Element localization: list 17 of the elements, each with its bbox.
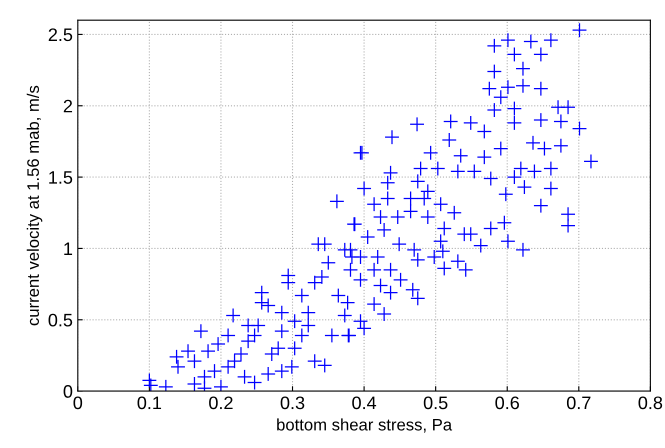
- x-axis-title: bottom shear stress, Pa: [277, 418, 452, 433]
- x-tick-label: 0.7: [566, 396, 590, 410]
- x-tick-label: 0.3: [280, 396, 304, 410]
- y-tick-label: 0: [64, 385, 72, 398]
- x-tick-label: 0.2: [209, 396, 233, 410]
- y-tick-label: 2: [64, 100, 72, 112]
- x-tick-label: 0.4: [352, 396, 376, 410]
- x-tick-label: 0.8: [638, 396, 662, 410]
- x-tick-label: 0.5: [424, 396, 448, 410]
- y-tick-label: 2.5: [48, 28, 72, 42]
- y-axis-title: current velocity at 1.56 mab, m/s: [26, 86, 42, 326]
- y-tick-label: 1: [64, 242, 72, 255]
- y-tick-label: 0.5: [48, 314, 72, 326]
- x-tick-label: 0: [73, 396, 82, 410]
- x-tick-label: 0.6: [495, 396, 519, 410]
- y-tick-label: 1.5: [49, 171, 72, 184]
- x-tick-label: 0.1: [138, 396, 162, 410]
